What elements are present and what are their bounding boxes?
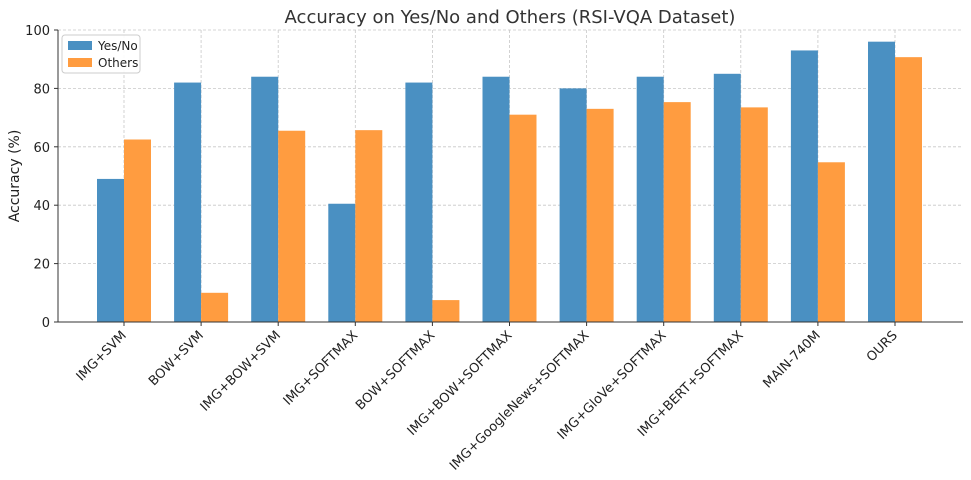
bar-yes-no	[713, 73, 741, 322]
bar-yes-no	[328, 203, 356, 322]
legend: Yes/No Others	[61, 34, 141, 74]
bar-yes-no	[251, 76, 279, 322]
bar-others	[355, 130, 383, 322]
bar-others	[509, 114, 537, 323]
y-tick-label: 40	[33, 199, 50, 214]
bar-others	[817, 162, 845, 322]
legend-label: Yes/No	[97, 39, 138, 53]
bar-others	[740, 107, 768, 322]
bar-yes-no	[868, 41, 895, 323]
bar-others	[201, 292, 229, 322]
bar-others	[663, 102, 691, 323]
y-tick-label: 60	[33, 141, 50, 156]
y-axis-label: Accuracy (%)	[7, 130, 23, 223]
y-tick-label: 80	[33, 82, 50, 97]
y-tick-label: 20	[33, 258, 50, 273]
bar-layer	[97, 41, 922, 323]
bar-others	[586, 108, 614, 322]
y-tick-label: 0	[42, 316, 50, 331]
x-tick-label: BOW+SOFTMAX	[353, 328, 438, 413]
bar-yes-no	[405, 82, 433, 322]
bar-yes-no	[636, 76, 664, 322]
y-tick-label: 100	[25, 24, 50, 39]
bar-others	[278, 130, 306, 322]
bar-yes-no	[790, 50, 818, 322]
bar-others	[432, 300, 460, 322]
bar-others	[895, 57, 922, 322]
legend-swatch	[68, 41, 92, 50]
x-tick-label: IMG+GoogleNews+SOFTMAX	[447, 328, 592, 473]
x-tick-label: IMG+BOW+SVM	[198, 328, 284, 414]
bar-yes-no	[559, 88, 587, 323]
bar-others	[124, 139, 151, 322]
bar-yes-no	[174, 82, 202, 322]
x-tick-label: IMG+SVM	[74, 328, 130, 384]
bar-yes-no	[482, 76, 510, 322]
x-tick-label: OURS	[864, 328, 901, 365]
bar-yes-no	[97, 178, 124, 322]
legend-swatch	[68, 58, 92, 67]
x-tick-label: IMG+SOFTMAX	[281, 328, 361, 408]
x-tick-label: BOW+SVM	[146, 328, 207, 389]
chart-title: Accuracy on Yes/No and Others (RSI-VQA D…	[285, 7, 736, 28]
legend-label: Others	[98, 56, 138, 70]
x-tick-label: MAIN-740M	[761, 328, 824, 391]
